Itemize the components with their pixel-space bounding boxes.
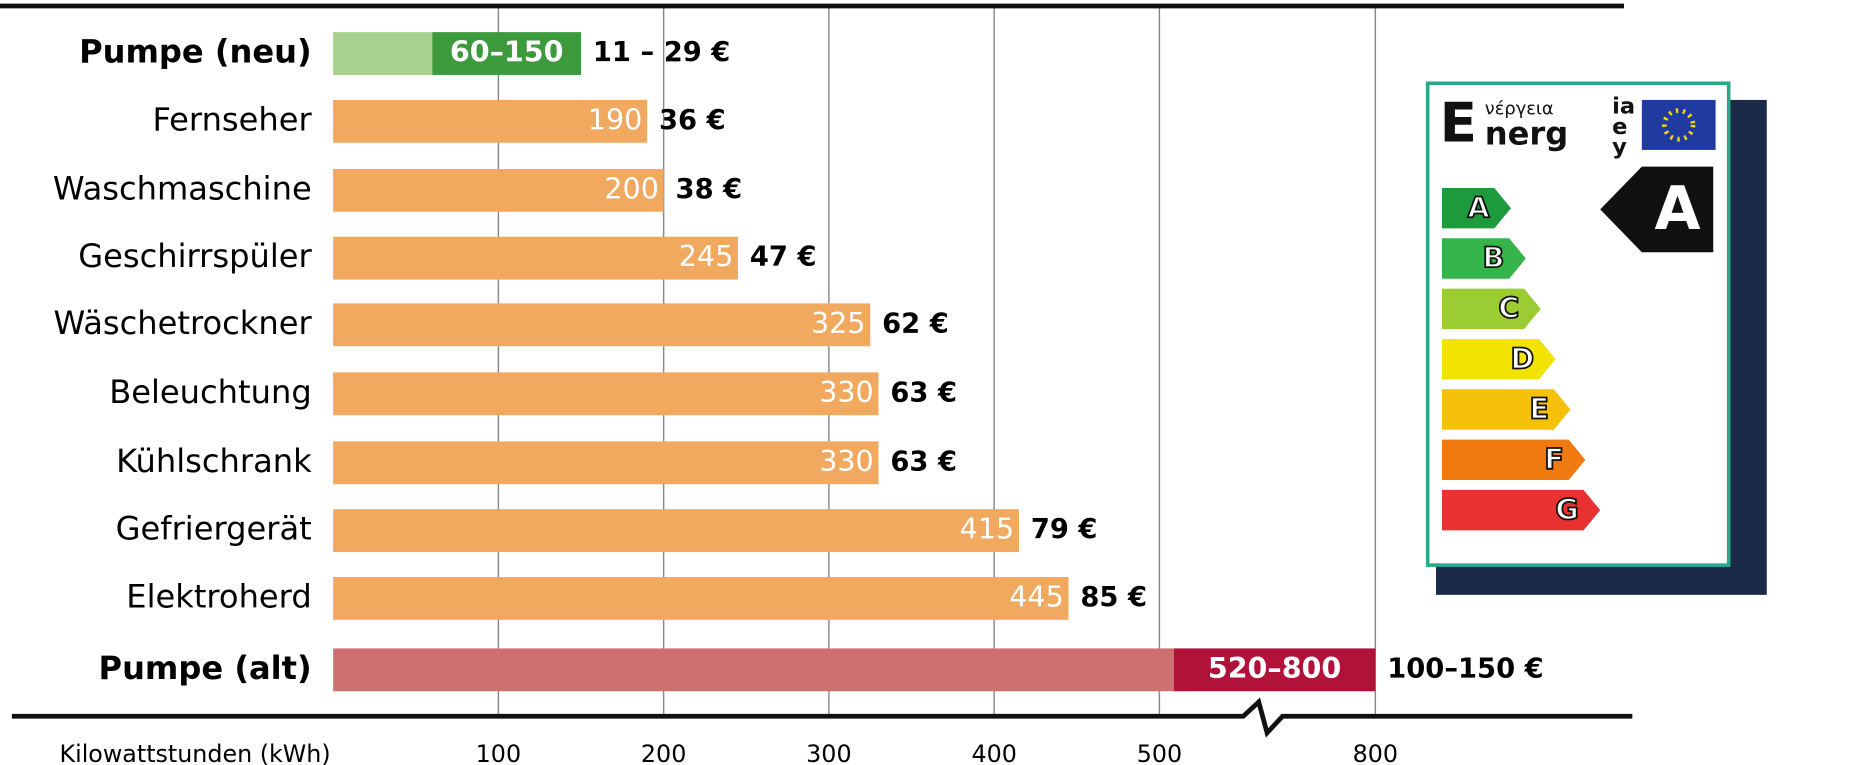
bar-lower — [333, 32, 432, 75]
category-label: Waschmaschine — [53, 169, 312, 207]
bar — [333, 441, 878, 484]
cost-label: 100–150 € — [1387, 653, 1543, 684]
bar — [333, 509, 1019, 552]
cost-label: 85 € — [1080, 582, 1147, 613]
bar-lower — [333, 648, 1174, 691]
class-letter: C — [1498, 291, 1519, 325]
cost-label: 36 € — [659, 105, 726, 136]
x-tick-label: 800 — [1353, 740, 1398, 765]
x-tick-label: 500 — [1137, 740, 1182, 765]
x-tick-label: 300 — [806, 740, 851, 765]
class-letter: D — [1510, 341, 1534, 375]
cost-label: 38 € — [676, 174, 743, 205]
value-label: 415 — [960, 512, 1014, 546]
value-label: 190 — [588, 102, 643, 136]
cost-label: 63 € — [890, 377, 957, 408]
category-label: Elektroherd — [126, 577, 311, 615]
class-letter: E — [1530, 392, 1550, 426]
chart: Pumpe (neu) 60–150 11 – 29 € Fernseher 190 36… — [0, 0, 1856, 765]
category-label: Pumpe (alt) — [99, 649, 312, 687]
class-arrow — [1442, 339, 1556, 379]
label-word: E — [1440, 90, 1477, 154]
x-tick-label: 100 — [476, 740, 521, 765]
eu-flag — [1642, 100, 1716, 150]
value-label: 445 — [1009, 579, 1063, 613]
cost-label: 62 € — [882, 308, 949, 339]
category-label: Beleuchtung — [109, 373, 311, 411]
rating-letter: A — [1655, 175, 1701, 244]
bar — [333, 303, 870, 346]
value-label: 200 — [604, 171, 659, 205]
cost-label: 63 € — [890, 446, 957, 477]
axis-line — [12, 702, 1632, 733]
bar — [333, 237, 738, 280]
category-label: Geschirrspüler — [78, 237, 312, 275]
value-label: 520–800 — [1208, 651, 1341, 685]
label-word: y — [1612, 134, 1627, 160]
bar — [333, 577, 1068, 620]
x-axis-label: Kilowattstunden (kWh) — [59, 740, 330, 765]
category-label: Gefriergerät — [116, 510, 312, 548]
category-label: Wäschetrockner — [54, 304, 313, 342]
value-label: 330 — [819, 444, 873, 478]
value-label: 330 — [819, 375, 873, 409]
x-tick-label: 200 — [641, 740, 686, 765]
bars: Pumpe (neu) 60–150 11 – 29 € Fernseher 190 36… — [53, 32, 1544, 691]
class-letter: B — [1483, 241, 1505, 275]
cost-label: 79 € — [1031, 514, 1098, 545]
cost-label: 47 € — [750, 242, 817, 273]
class-arrow — [1442, 289, 1541, 329]
category-label: Kühlschrank — [116, 442, 312, 480]
class-letter: G — [1555, 492, 1578, 526]
category-label: Pumpe (neu) — [79, 33, 312, 71]
class-arrow — [1442, 389, 1570, 429]
bar — [333, 372, 878, 415]
class-letter: F — [1544, 442, 1564, 476]
value-label: 245 — [679, 239, 733, 273]
category-label: Fernseher — [152, 100, 312, 138]
label-word: nerg — [1485, 115, 1568, 153]
value-label: 325 — [811, 306, 866, 340]
class-letter: A — [1467, 190, 1489, 224]
cost-label: 11 – 29 € — [593, 37, 730, 68]
x-tick-label: 400 — [971, 740, 1016, 765]
value-label: 60–150 — [450, 35, 564, 69]
